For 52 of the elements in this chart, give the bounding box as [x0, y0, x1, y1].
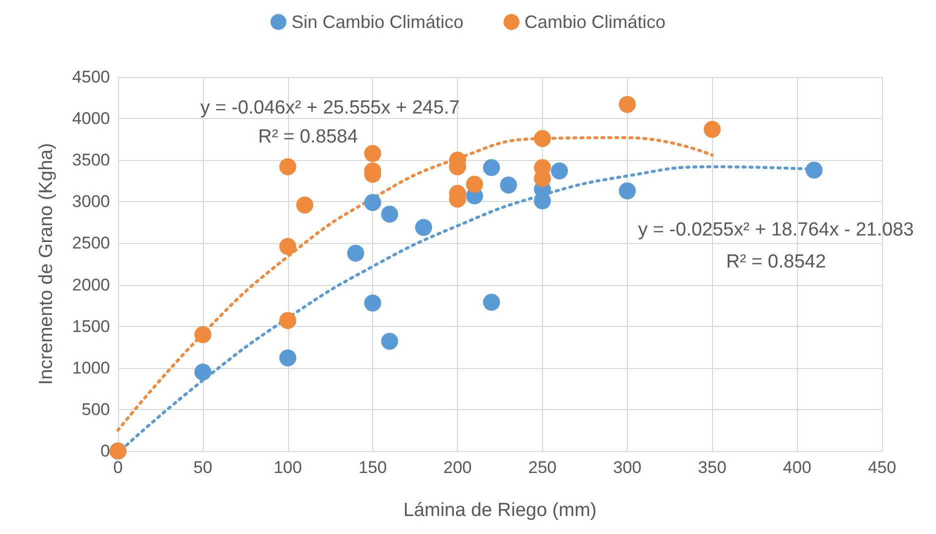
point	[618, 96, 636, 113]
x-tick-label: 250	[528, 458, 557, 477]
legend-label: Sin Cambio Climático	[291, 12, 464, 32]
point	[347, 244, 364, 262]
point	[279, 238, 296, 256]
point	[483, 294, 500, 311]
point	[381, 206, 398, 223]
x-axis-title: Lámina de Riego (mm)	[403, 500, 597, 521]
annotation: R² = 0.8584	[258, 126, 358, 148]
x-tick-label: 100	[274, 458, 302, 477]
point	[500, 176, 517, 194]
y-tick-label: 2500	[72, 234, 110, 253]
point	[618, 182, 636, 200]
point	[364, 294, 382, 312]
annotation: y = -0.0255x² + 18.764x - 21.083	[638, 220, 914, 240]
y-tick-label: 4000	[72, 109, 110, 128]
point	[466, 176, 484, 193]
x-tick-label: 150	[358, 458, 387, 477]
y-tick-label: 0	[100, 442, 110, 460]
point	[381, 332, 398, 350]
point	[194, 364, 212, 381]
y-tick-label: 2000	[72, 275, 110, 294]
point	[279, 312, 296, 330]
point	[704, 120, 721, 138]
point	[364, 194, 382, 211]
point	[279, 158, 296, 176]
y-tick-label: 4500	[72, 68, 110, 86]
point	[296, 196, 314, 214]
y-tick-label: 1500	[72, 316, 110, 336]
x-tick-label: 400	[782, 458, 812, 477]
point	[364, 144, 382, 162]
x-tick-label: 300	[613, 458, 642, 477]
y-tick-label: 3500	[72, 150, 110, 170]
annotation: R² = 0.8542	[726, 252, 826, 272]
x-tick-label: 200	[443, 458, 472, 477]
x-tick-label: 350	[698, 458, 726, 477]
x-tick-label: 450	[868, 458, 896, 477]
legend-label: Cambio Climático	[524, 12, 666, 32]
point	[279, 349, 296, 366]
point	[483, 159, 500, 176]
y-tick-label: 500	[82, 400, 110, 419]
y-tick-label: 1000	[72, 358, 110, 378]
point	[806, 162, 823, 179]
y-axis-title: Incremento de Grano (Kgha)	[36, 143, 57, 385]
point	[550, 162, 568, 180]
x-tick-label: 0	[113, 458, 123, 477]
point	[534, 130, 551, 147]
annotation: y = -0.046x² + 25.555x + 245.7	[200, 98, 460, 118]
point	[194, 326, 212, 344]
point	[415, 218, 432, 236]
x-tick-label: 50	[193, 458, 212, 477]
y-tick-label: 3000	[72, 192, 110, 212]
